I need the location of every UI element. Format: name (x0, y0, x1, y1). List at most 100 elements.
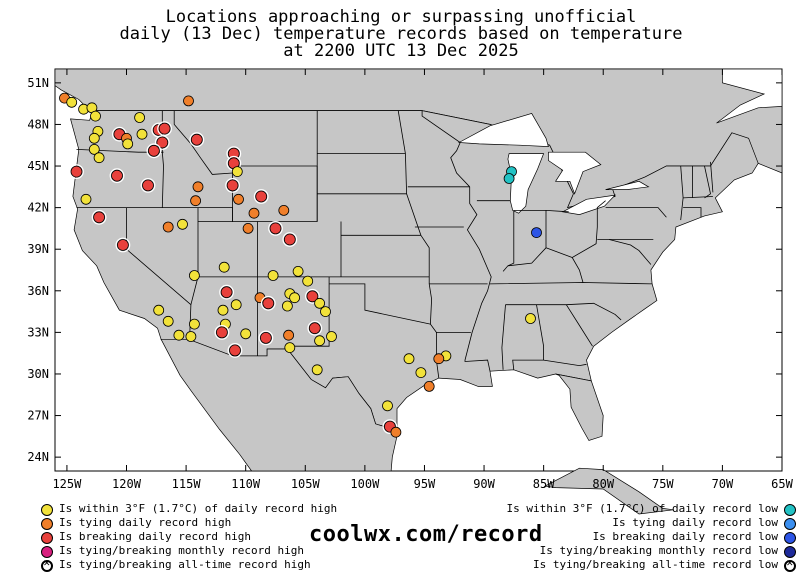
station-marker-within-high[interactable] (134, 112, 146, 123)
lat-tick-label: 36N (27, 284, 49, 298)
station-marker-breaking-high[interactable] (158, 122, 171, 135)
station-markers (59, 92, 542, 438)
station-marker-within-high[interactable] (284, 342, 296, 354)
station-marker-within-high[interactable] (525, 313, 536, 324)
station-marker-tying-high[interactable] (248, 207, 260, 219)
lon-tick-label: 85W (533, 477, 555, 491)
station-marker-breaking-high[interactable] (226, 179, 239, 192)
station-marker-breaking-high[interactable] (283, 233, 296, 246)
map-title-line-1: Locations approaching or surpassing unof… (165, 7, 637, 27)
station-marker-within-high[interactable] (173, 329, 185, 341)
station-marker-breaking-high[interactable] (259, 331, 272, 344)
lat-tick-label: 33N (27, 325, 49, 339)
legend-swatch (784, 546, 796, 558)
legend-label: Is within 3°F (1.7°C) of daily record hi… (59, 502, 338, 515)
station-marker-breaking-high[interactable] (117, 239, 129, 251)
station-marker-breaking-high[interactable] (147, 144, 160, 157)
station-marker-within-high[interactable] (230, 299, 242, 311)
station-marker-tying-high[interactable] (233, 193, 244, 205)
station-marker-breaking-high[interactable] (70, 165, 83, 178)
station-marker-tying-high[interactable] (283, 329, 295, 341)
lon-tick-label: 115W (172, 477, 202, 491)
station-marker-breaking-high[interactable] (229, 344, 241, 357)
station-marker-within-high[interactable] (314, 297, 326, 309)
legend-label: Is tying daily record low (612, 516, 778, 529)
lat-tick-label: 39N (27, 242, 49, 256)
station-marker-within-high[interactable] (302, 275, 314, 287)
station-marker-within-high[interactable] (162, 315, 174, 327)
station-marker-breaking-high[interactable] (156, 136, 169, 149)
lon-tick-label: 110W (231, 477, 261, 491)
station-marker-within-high[interactable] (188, 270, 200, 281)
station-marker-tying-high[interactable] (242, 222, 254, 234)
station-marker-within-high[interactable] (415, 367, 427, 379)
station-marker-within-high[interactable] (403, 353, 415, 365)
station-marker-within-high[interactable] (88, 132, 100, 144)
station-marker-within-high[interactable] (267, 270, 279, 281)
station-marker-within-high[interactable] (88, 143, 100, 155)
station-marker-within-high[interactable] (231, 166, 243, 178)
station-marker-within-high[interactable] (240, 328, 252, 340)
state-border-line (683, 207, 702, 218)
state-border-line (501, 304, 506, 370)
station-marker-within-high[interactable] (289, 292, 301, 304)
mexico-landmass (160, 338, 399, 472)
station-marker-breaking-high[interactable] (93, 211, 105, 224)
lon-tick-label: 120W (112, 477, 142, 491)
station-marker-within-high[interactable] (218, 261, 230, 273)
station-marker-breaking-high[interactable] (220, 286, 233, 299)
station-marker-within-high[interactable] (177, 218, 188, 230)
station-marker-ring (382, 419, 398, 435)
station-marker-within-high[interactable] (185, 331, 197, 342)
station-marker-tying-high[interactable] (162, 221, 174, 233)
station-marker-tying-high[interactable] (278, 204, 290, 216)
station-marker-within-high[interactable] (90, 110, 101, 122)
map-title-line-3: at 2200 UTC 13 Dec 2025 (283, 41, 519, 61)
station-marker-within-high[interactable] (66, 96, 78, 108)
station-marker-within-high[interactable] (281, 300, 293, 312)
station-marker-within-high[interactable] (188, 318, 200, 330)
station-marker-breaking-high[interactable] (255, 190, 268, 203)
station-marker-within-high[interactable] (80, 193, 92, 205)
usa-landmass (70, 110, 759, 432)
station-marker-within-high[interactable] (382, 400, 393, 412)
station-marker-within-high[interactable] (311, 364, 323, 376)
station-marker-breaking-high[interactable] (190, 133, 203, 146)
station-marker-within-high[interactable] (136, 128, 148, 140)
state-border-line (397, 110, 440, 379)
station-marker-within-high[interactable] (122, 138, 134, 150)
station-marker-within-high[interactable] (320, 306, 331, 318)
state-border-line (571, 226, 598, 283)
station-marker-ring (154, 135, 170, 150)
station-marker-within-high[interactable] (292, 265, 304, 277)
station-marker-tying-high[interactable] (433, 353, 445, 365)
station-marker-tying-high[interactable] (190, 195, 202, 207)
station-marker-within-high[interactable] (326, 331, 337, 342)
lon-tick-label: 70W (712, 477, 734, 491)
station-marker-within-high[interactable] (217, 304, 229, 316)
station-marker-within-high[interactable] (93, 152, 105, 164)
station-marker-tying-high[interactable] (192, 181, 204, 193)
lon-tick-label: 90W (473, 477, 495, 491)
station-marker-tying-high[interactable] (183, 95, 194, 107)
station-marker-within-high[interactable] (314, 335, 326, 347)
station-marker-within-high[interactable] (153, 304, 165, 316)
station-marker-tying-high[interactable] (423, 380, 435, 392)
lakes (457, 68, 783, 215)
station-marker-breaking-high[interactable] (262, 297, 275, 310)
lat-tick-label: 45N (27, 159, 49, 173)
station-marker-breaking-high[interactable] (306, 290, 319, 303)
site-brand: coolwx.com/record (309, 522, 543, 547)
station-marker-breaking-low[interactable] (531, 227, 542, 239)
station-marker-breaking-high[interactable] (308, 322, 321, 335)
station-marker-ring (227, 343, 243, 358)
station-marker-breaking-high[interactable] (142, 179, 154, 192)
axis-ticks (55, 69, 783, 471)
station-marker-breaking-high[interactable] (269, 222, 282, 235)
station-marker-tying-high[interactable] (390, 426, 402, 438)
station-marker-ring (115, 237, 131, 253)
station-marker-breaking-high[interactable] (111, 169, 123, 182)
station-marker-breaking-high[interactable] (215, 326, 228, 339)
lat-tick-label: 51N (27, 76, 49, 90)
station-marker-within-low[interactable] (503, 173, 515, 184)
